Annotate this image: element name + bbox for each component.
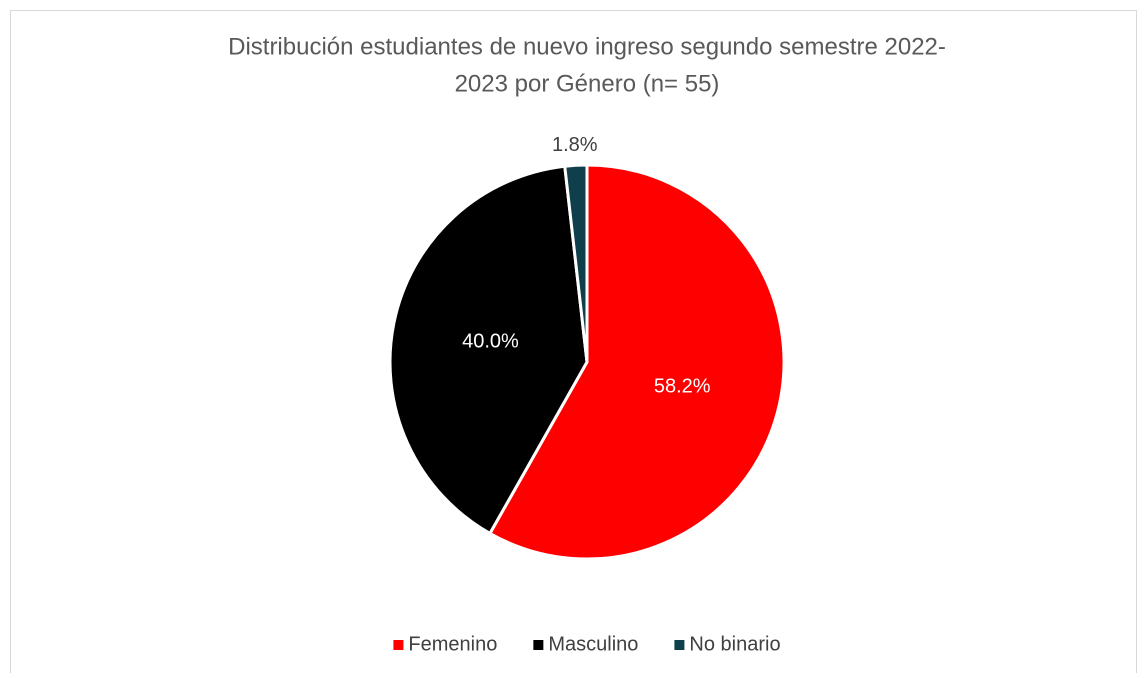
pie-slice [563, 163, 589, 363]
chart-title: Distribución estudiantes de nuevo ingres… [228, 33, 946, 60]
data-label: 58.2% [654, 375, 711, 397]
legend-marker [393, 640, 404, 650]
legend-marker [533, 640, 544, 650]
data-label: 40.0% [462, 331, 519, 353]
legend-label: Masculino [548, 633, 638, 655]
data-label: 1.8% [552, 134, 598, 156]
legend-label: Femenino [408, 633, 497, 655]
chart-title: 2023 por Género (n= 55) [455, 70, 720, 97]
legend-marker [674, 640, 685, 650]
pie-slice [487, 163, 786, 561]
legend-label: No binario [689, 633, 780, 655]
pie-slice [388, 164, 589, 536]
